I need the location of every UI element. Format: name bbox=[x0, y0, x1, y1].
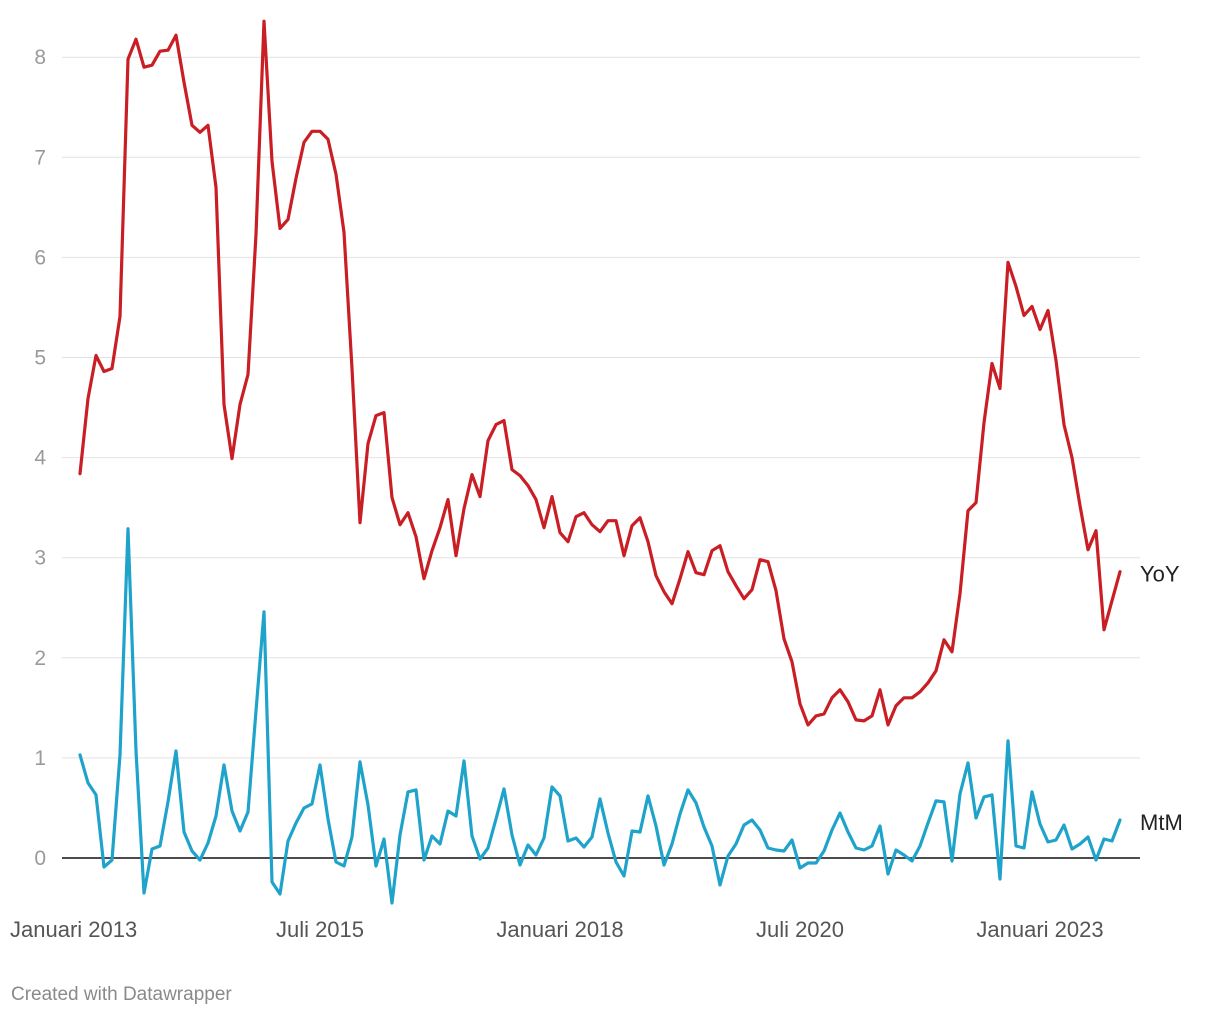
y-tick-label: 1 bbox=[34, 747, 46, 770]
y-tick-label: 4 bbox=[34, 447, 46, 470]
x-tick-label: Juli 2020 bbox=[756, 917, 844, 942]
series-labels: YoY MtM bbox=[1140, 562, 1183, 835]
credit-text: Created with Datawrapper bbox=[11, 984, 232, 1005]
y-gridlines bbox=[62, 56, 1140, 859]
series-line-mtm bbox=[78, 527, 1122, 905]
x-tick-label: Januari 2018 bbox=[496, 917, 623, 942]
y-axis-ticks: 0 1 2 3 4 5 6 7 8 bbox=[34, 46, 46, 870]
y-tick-label: 0 bbox=[34, 847, 46, 870]
y-tick-label: 3 bbox=[34, 547, 46, 570]
y-tick-label: 5 bbox=[34, 347, 46, 370]
series-line-yoy bbox=[78, 19, 1122, 727]
series-label-mtm: MtM bbox=[1140, 810, 1183, 835]
x-tick-label: Januari 2013 bbox=[10, 917, 137, 942]
series-label-yoy: YoY bbox=[1140, 562, 1180, 587]
x-tick-label: Juli 2015 bbox=[276, 917, 364, 942]
series-lines bbox=[78, 19, 1122, 905]
x-tick-label: Januari 2023 bbox=[976, 917, 1103, 942]
y-tick-label: 2 bbox=[34, 647, 46, 670]
y-tick-label: 8 bbox=[34, 46, 46, 69]
y-tick-label: 7 bbox=[34, 146, 46, 169]
x-axis-ticks: Januari 2013 Juli 2015 Januari 2018 Juli 20… bbox=[10, 917, 1104, 942]
y-tick-label: 6 bbox=[34, 246, 46, 269]
